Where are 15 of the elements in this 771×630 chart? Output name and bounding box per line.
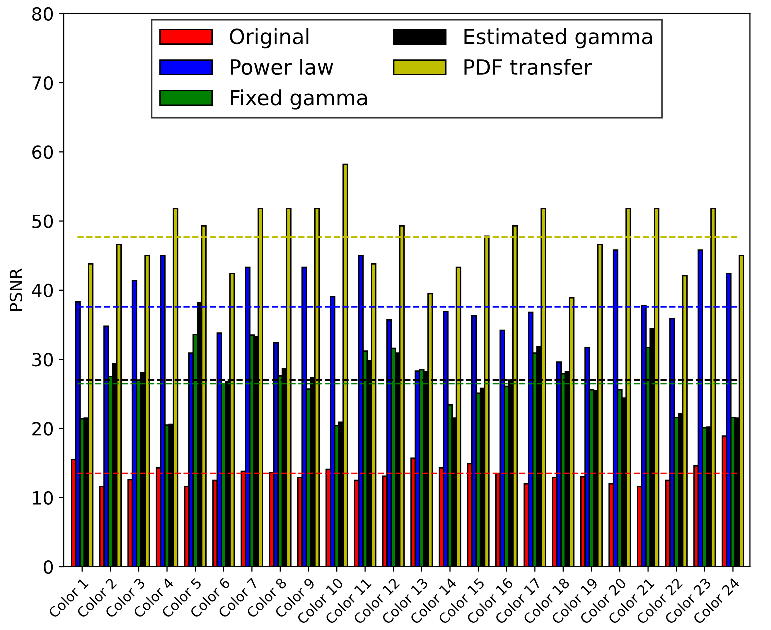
legend-label: Fixed gamma: [231, 90, 368, 110]
y-axis-title: PSNR: [10, 268, 23, 312]
y-tick-label: 60: [32, 146, 54, 160]
y-tick-label: 80: [32, 7, 54, 21]
y-tick-label: 20: [32, 422, 54, 436]
y-tick-label: 40: [32, 284, 54, 298]
legend-label: Estimated gamma: [464, 28, 652, 49]
y-tick-label: 0: [44, 560, 54, 574]
y-tick-label: 70: [32, 76, 54, 90]
legend-label: Power law: [231, 59, 334, 76]
y-tick-label: 10: [33, 491, 54, 505]
legend-label: PDF transfer: [464, 59, 592, 76]
y-tick-label: 50: [32, 214, 54, 228]
y-tick-label: 30: [32, 353, 54, 367]
legend-label: Original: [230, 28, 309, 49]
